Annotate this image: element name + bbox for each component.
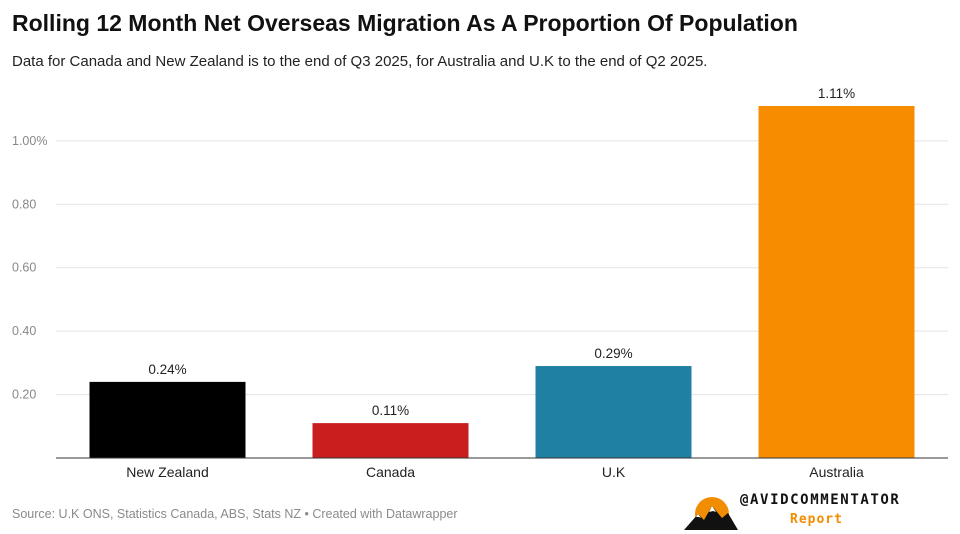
y-tick-label: 0.20 bbox=[12, 388, 36, 402]
logo-handle: @AVIDCOMMENTATOR bbox=[740, 492, 901, 508]
category-label: Canada bbox=[366, 464, 415, 480]
y-tick-label: 0.40 bbox=[12, 324, 36, 338]
bar bbox=[312, 423, 469, 458]
logo-tagline: Report bbox=[790, 512, 843, 527]
bars bbox=[89, 106, 915, 458]
category-label: Australia bbox=[809, 464, 864, 480]
chart-subtitle: Data for Canada and New Zealand is to th… bbox=[12, 53, 708, 70]
mountain-sun-icon bbox=[682, 497, 740, 532]
category-label: U.K bbox=[602, 464, 626, 480]
bar bbox=[758, 106, 915, 458]
source-note: Source: U.K ONS, Statistics Canada, ABS,… bbox=[12, 507, 458, 521]
category-label: New Zealand bbox=[126, 464, 209, 480]
bar bbox=[89, 381, 246, 458]
data-labels: 0.24% 0.11% 0.29% 1.11% bbox=[148, 86, 855, 418]
y-tick-label: 0.80 bbox=[12, 197, 36, 211]
data-label: 1.11% bbox=[818, 86, 855, 101]
data-label: 0.24% bbox=[148, 362, 186, 377]
bar bbox=[535, 366, 692, 458]
data-label: 0.29% bbox=[594, 346, 632, 361]
brand-logo: @AVIDCOMMENTATOR Report bbox=[682, 490, 952, 532]
y-tick-label: 1.00% bbox=[12, 134, 47, 148]
chart-title: Rolling 12 Month Net Overseas Migration … bbox=[12, 10, 798, 36]
data-label: 0.11% bbox=[372, 403, 409, 418]
y-axis-ticks: 0.20 0.40 0.60 0.80 1.00% bbox=[12, 134, 47, 402]
y-tick-label: 0.60 bbox=[12, 261, 36, 275]
category-labels: New Zealand Canada U.K Australia bbox=[126, 464, 864, 480]
